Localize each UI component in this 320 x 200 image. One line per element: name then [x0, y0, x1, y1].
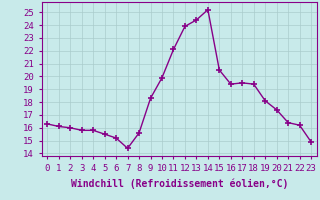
X-axis label: Windchill (Refroidissement éolien,°C): Windchill (Refroidissement éolien,°C) — [70, 178, 288, 189]
